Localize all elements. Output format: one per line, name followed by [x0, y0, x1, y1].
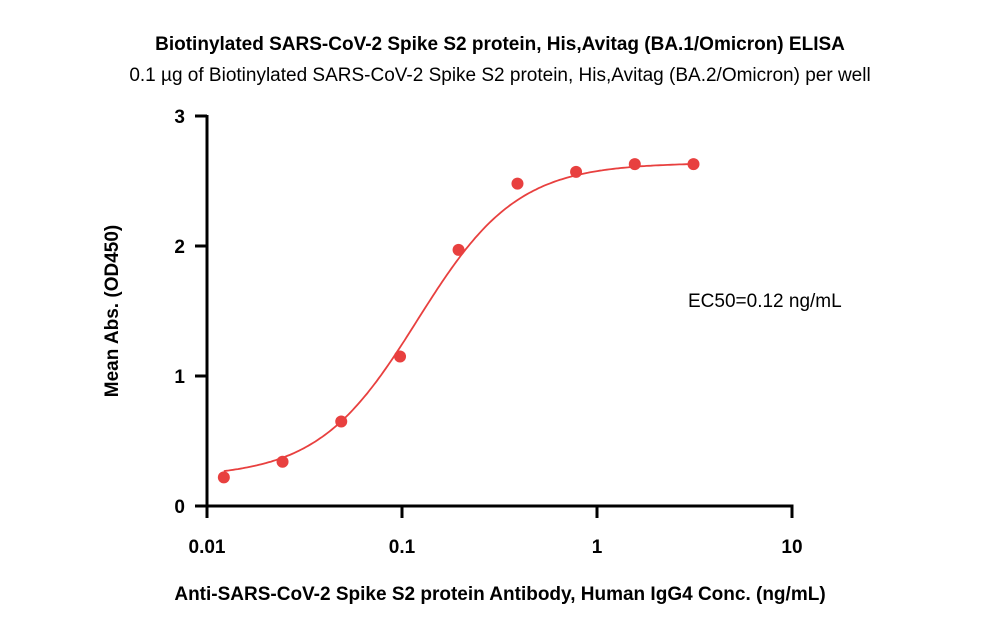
data-point [570, 165, 583, 178]
data-point [276, 455, 289, 468]
data-point [687, 158, 700, 171]
data-point [511, 177, 524, 190]
ec50-annotation: EC50=0.12 ng/mL [688, 291, 842, 312]
y-tick-label: 0 [174, 497, 185, 518]
data-point [217, 471, 230, 484]
data-point [335, 415, 348, 428]
x-tick-label: 1 [592, 537, 603, 558]
chart-subtitle: 0.1 µg of Biotinylated SARS-CoV-2 Spike … [129, 65, 871, 86]
x-axis-label: Anti-SARS-CoV-2 Spike S2 protein Antibod… [174, 584, 826, 605]
data-point [628, 158, 641, 171]
y-tick-label: 3 [174, 107, 185, 128]
x-tick-label: 10 [781, 537, 802, 558]
chart-title: Biotinylated SARS-CoV-2 Spike S2 protein… [155, 34, 845, 55]
data-point [394, 350, 407, 363]
x-tick-label: 0.1 [389, 537, 416, 558]
x-tick-label: 0.01 [189, 537, 226, 558]
fit-curve [223, 163, 694, 472]
y-tick-label: 1 [174, 367, 185, 388]
y-tick-label: 2 [174, 237, 185, 258]
data-point [452, 243, 465, 256]
